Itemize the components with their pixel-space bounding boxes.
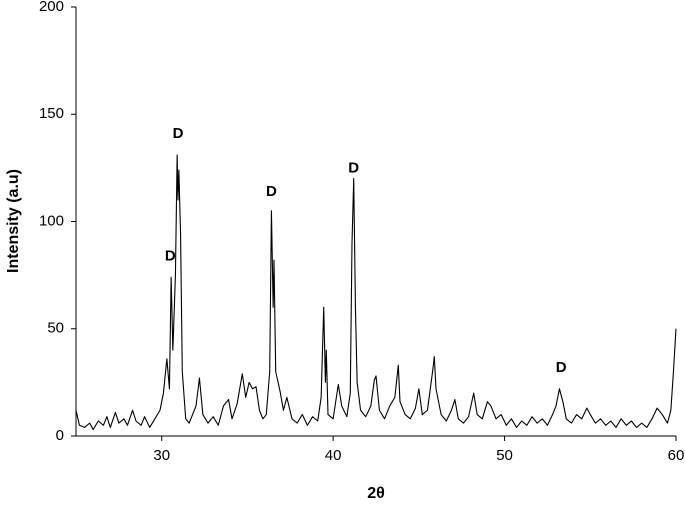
x-axis-label: 2θ (367, 485, 385, 502)
y-tick-label: 50 (47, 320, 64, 337)
peak-annotation: D (173, 125, 184, 142)
y-tick-label: 150 (39, 105, 64, 122)
x-tick-label: 40 (325, 447, 342, 464)
x-tick-label: 50 (496, 447, 513, 464)
peak-annotation: D (348, 159, 359, 176)
y-tick-label: 100 (39, 212, 64, 229)
x-tick-label: 60 (668, 447, 685, 464)
peak-annotation: D (165, 247, 176, 264)
y-axis-label: Intensity (a.u) (5, 169, 22, 273)
y-tick-label: 0 (56, 427, 64, 444)
data-line (75, 154, 677, 431)
peak-annotation: D (556, 359, 567, 376)
x-tick-label: 30 (153, 447, 170, 464)
peak-annotation: D (266, 183, 277, 200)
y-tick-label: 200 (39, 0, 64, 15)
